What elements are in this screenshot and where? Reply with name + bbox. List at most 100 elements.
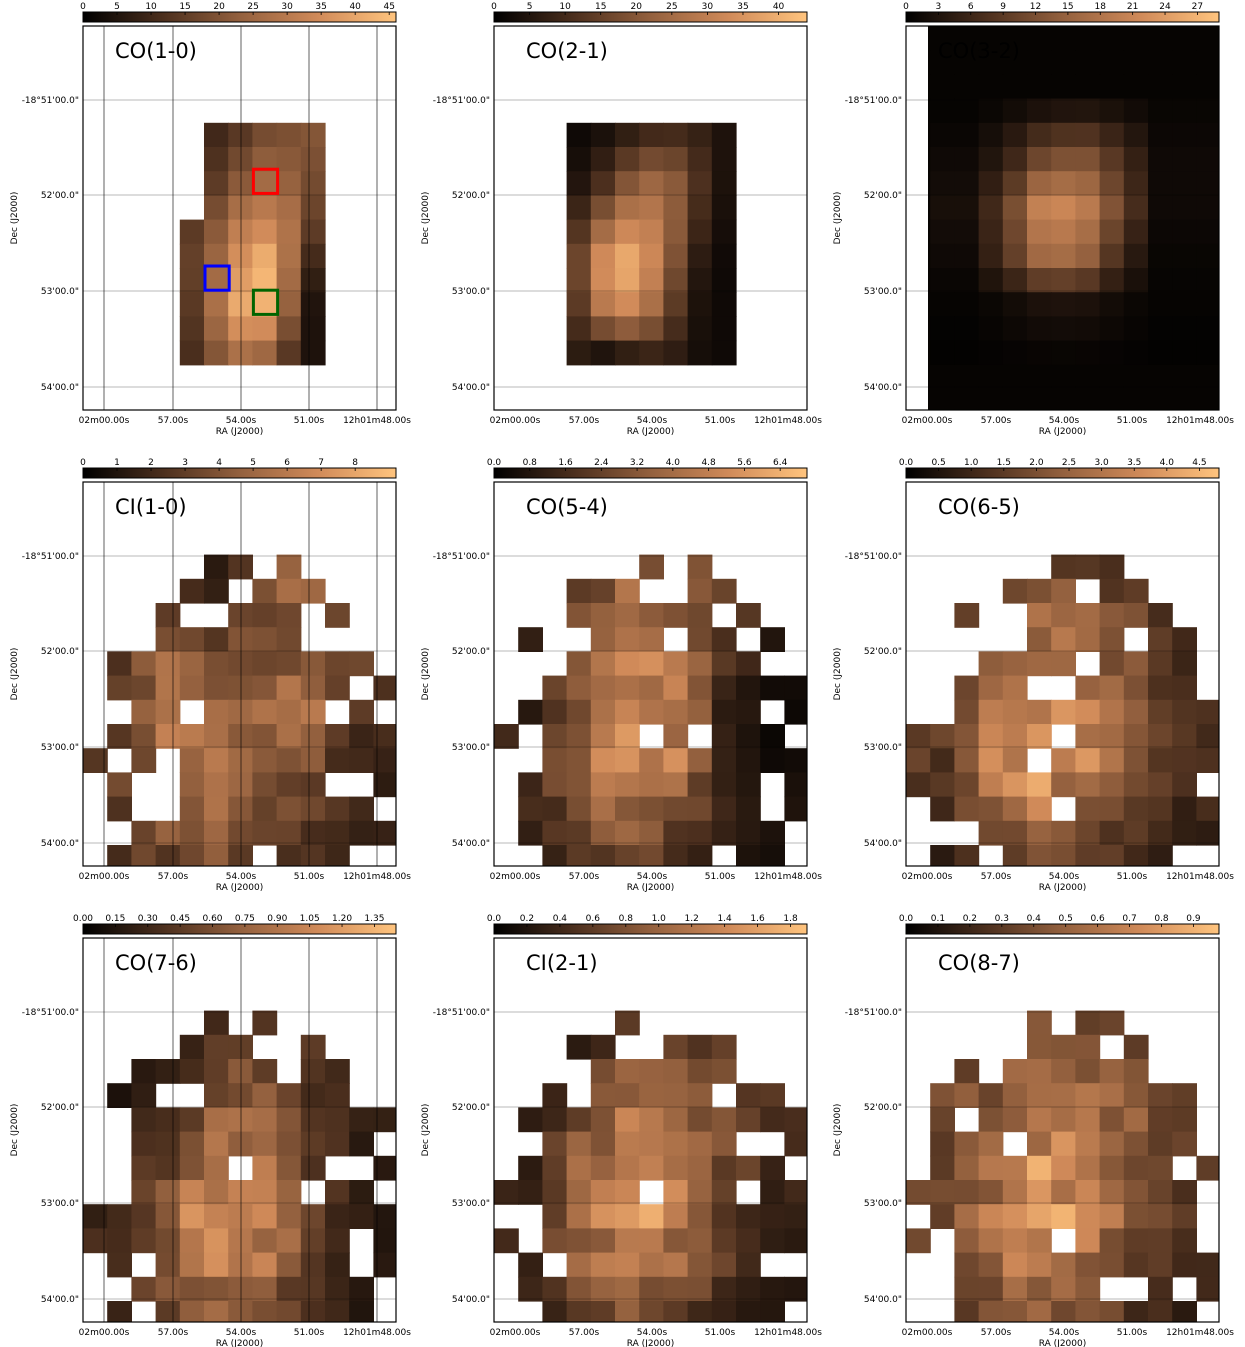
map-pixel [930,316,955,342]
map-pixel [1196,243,1219,269]
panel-4: 0.0 0.8 1.6 2.4 3.2 4.0 4.8 5.6 6.4 CO(5-4) -18°51… [103,458,822,893]
map-pixel [252,1228,278,1254]
colorbar-tick-label: 25 [666,2,677,12]
map-pixel [252,1131,278,1157]
map-pixel [300,1204,326,1229]
y-tick-label: 53'00.0" [452,287,490,297]
map-pixel [590,675,616,701]
colorbar-tick-label: 30 [702,2,714,12]
colorbar-tick-label: 1.6 [750,914,765,924]
map-pixel [1196,147,1219,172]
map-pixel [590,147,616,172]
colorbar [493,923,808,935]
map-pixel [1027,122,1052,148]
map-pixel [1075,724,1101,749]
map-pixel [1075,627,1101,652]
map-pixel [639,845,664,866]
plot-frame [905,25,1220,411]
map-pixel [204,171,229,196]
map-pixel [204,845,229,866]
map-pixel [663,1155,689,1181]
map-pixel [204,1252,229,1278]
map-pixel [711,316,737,342]
map-pixel [1051,219,1076,245]
map-pixel [711,195,737,221]
map-pixel [1172,26,1197,51]
map-pixel [325,820,350,846]
map-pixel [639,1083,664,1108]
map-pixel [276,1252,302,1278]
map-pixel [252,772,278,798]
colorbar [905,467,1220,479]
map-pixel [179,724,205,749]
map-pixel [228,1228,253,1254]
map-pixel [1172,147,1197,172]
map-pixel [1002,1276,1028,1302]
map-pixel [615,675,640,701]
map-pixel [1051,171,1076,196]
map-pixel [1099,268,1125,293]
map-pixel [590,171,616,196]
map-pixel [325,1276,350,1302]
map-image [83,1010,396,1322]
map-pixel [252,627,278,652]
map-pixel [954,340,980,366]
map-pixel [300,578,326,604]
panel-1: 0 5 10 15 20 25 30 35 40 CO(2-1) -18°51'00.0" 52'00… [103,2,822,437]
map-pixel [228,675,253,701]
map-pixel [566,845,592,866]
map-pixel [978,1276,1004,1302]
map-pixel [1196,171,1219,196]
map-pixel [107,845,132,866]
map-pixel [784,675,807,701]
map-pixel [687,845,713,866]
map-image [494,554,807,866]
map-pixel [300,1059,326,1084]
map-pixel [228,171,253,196]
colorbar-tick-label: 0.5 [1059,914,1073,924]
map-pixel [1099,1059,1125,1084]
map-pixel [179,243,205,269]
map-pixel [1196,1276,1219,1302]
map-pixel [687,292,713,317]
map-pixel [325,1301,350,1322]
map-pixel [615,1180,640,1205]
map-pixel [542,1301,568,1322]
x-tick-label: 02m00.00s [79,872,130,882]
map-pixel [518,772,543,798]
map-pixel [1123,389,1149,410]
map-pixel [930,340,955,366]
map-pixel [300,195,326,221]
map-pixel [663,171,689,196]
colorbar-tick-label: 24 [1159,2,1171,12]
map-pixel [663,724,689,749]
map-pixel [1075,316,1101,342]
y-axis-label: Dec (J2000) [833,192,843,245]
colorbar-tick-label: 18 [1095,2,1107,12]
map-pixel [1051,292,1076,317]
map-pixel [179,820,205,846]
map-pixel [155,651,181,677]
map-pixel [325,651,350,677]
x-tick-label: 54.00s [226,416,257,426]
map-pixel [107,796,132,822]
colorbar-tick-label: 0.45 [170,914,190,924]
map-pixel [687,316,713,342]
map-pixel [954,1276,980,1302]
map-pixel [1051,1204,1076,1229]
x-tick-label: 51.00s [1117,1328,1148,1338]
map-pixel [1123,675,1149,701]
map-pixel [954,724,980,749]
x-tick-label: 02m00.00s [79,1328,130,1338]
map-pixel [228,1131,253,1157]
map-pixel [107,1252,132,1278]
colorbar [905,11,1220,23]
map-pixel [300,748,326,773]
map-pixel [954,1155,980,1181]
map-pixel [736,724,761,749]
map-pixel [1075,171,1101,196]
y-tick-label: 54'00.0" [41,1295,79,1305]
map-pixel [131,651,157,677]
map-pixel [1051,1107,1076,1133]
map-pixel [204,292,229,317]
